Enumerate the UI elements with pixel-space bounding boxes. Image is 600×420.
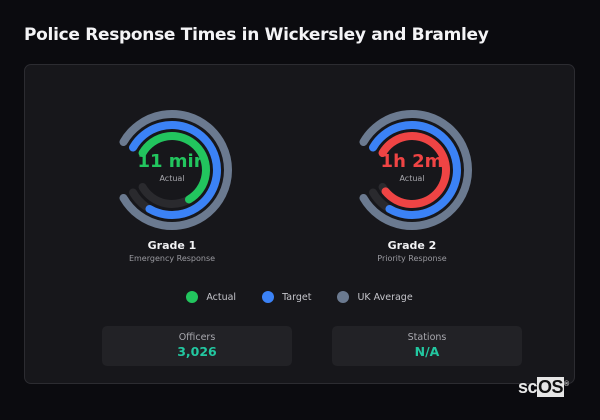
legend-label: Actual (206, 291, 237, 303)
gauge-rings (359, 110, 472, 230)
gauge-value-label: Actual (399, 174, 425, 183)
legend-item-target: Target (262, 291, 311, 303)
stat-label: Stations (407, 332, 447, 343)
ring-uk-average (119, 110, 232, 230)
gauge-grade-1: 11 min Actual Grade 1 Emergency Response (97, 105, 247, 263)
stat-value: N/A (414, 344, 440, 359)
ring-target (369, 121, 461, 219)
legend-dot-icon (337, 291, 350, 303)
gauge-description: Priority Response (377, 254, 447, 263)
gauge-name: Grade 2 (387, 239, 437, 252)
legend: Actual Target UK Average (25, 291, 574, 303)
legend-dot-icon (262, 291, 275, 303)
stat-officers: Officers 3,026 (102, 326, 292, 366)
gauge-grade-2: 1h 2m Actual Grade 2 Priority Response (337, 105, 487, 263)
response-times-card: 11 min Actual Grade 1 Emergency Response… (24, 64, 575, 384)
legend-label: Target (282, 291, 312, 303)
legend-dot-icon (186, 291, 199, 303)
logo-text: sc (518, 377, 538, 397)
logo-mark: ® (564, 381, 569, 388)
legend-item-actual: Actual (186, 291, 236, 303)
gauge-value-label: Actual (159, 174, 185, 183)
ring-actual (138, 132, 210, 204)
stat-stations: Stations N/A (332, 326, 522, 366)
gauge-value: 11 min (137, 151, 207, 172)
legend-label: UK Average (357, 291, 413, 303)
gauge-description: Emergency Response (128, 254, 216, 263)
ring-target (129, 121, 221, 219)
gauge-value: 1h 2m (380, 151, 444, 172)
page-title: Police Response Times in Wickersley and … (24, 25, 489, 45)
scos-logo: scOS® (518, 377, 569, 398)
ring-actual (378, 132, 450, 208)
ring-uk-average (359, 110, 472, 230)
logo-text: OS (537, 377, 565, 397)
stat-value: 3,026 (177, 344, 217, 359)
legend-item-uk-average: UK Average (337, 291, 413, 303)
gauge-name: Grade 1 (147, 239, 197, 252)
gauge-rings (119, 110, 232, 230)
stat-label: Officers (178, 332, 216, 343)
